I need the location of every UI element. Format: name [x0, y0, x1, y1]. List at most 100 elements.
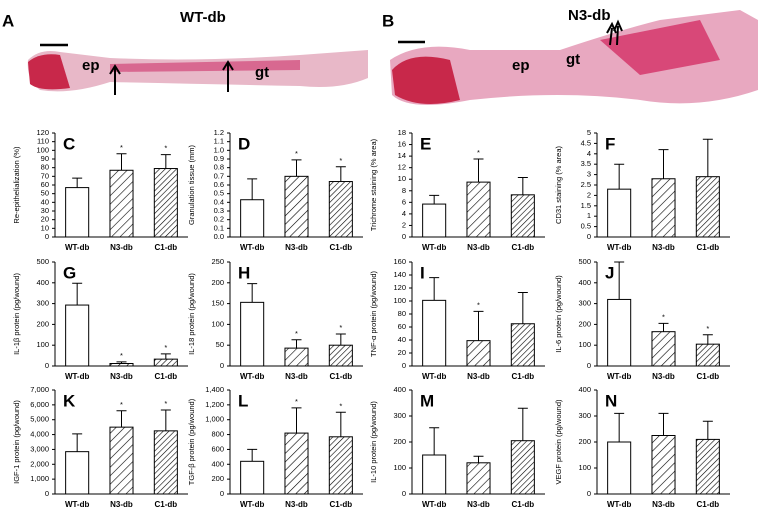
- significance-mark: *: [120, 400, 123, 409]
- x-tick-label: N3-db: [110, 500, 133, 509]
- y-tick-label: 7,000: [30, 385, 49, 394]
- error-bar: [247, 283, 258, 303]
- y-tick-label: 0.9: [214, 154, 224, 163]
- y-tick-label: 3,000: [30, 444, 49, 453]
- bar: [651, 331, 676, 367]
- bar: [607, 188, 632, 238]
- bar: [65, 304, 90, 367]
- error-bar: [291, 407, 302, 434]
- y-tick-label: 0: [45, 361, 49, 370]
- x-tick-label: WT-db: [607, 243, 632, 252]
- error-bar: [160, 353, 171, 360]
- error-bar: [658, 149, 669, 179]
- y-tick-label: 200: [211, 278, 224, 287]
- y-tick-label: 400: [578, 385, 591, 394]
- error-bar: [72, 177, 83, 188]
- bar: [240, 301, 265, 367]
- error-bar: [517, 407, 528, 441]
- y-axis-label: TNF-α protein (pg/wound): [369, 270, 378, 357]
- error-bar: [72, 282, 83, 306]
- bar: [328, 344, 353, 367]
- y-tick-label: 60: [398, 322, 406, 331]
- x-tick-label: N3-db: [467, 243, 490, 252]
- y-tick-label: 10: [41, 223, 49, 232]
- error-bar: [291, 339, 302, 349]
- y-tick-label: 40: [41, 197, 49, 206]
- y-tick-label: 16: [398, 140, 406, 149]
- y-tick-label: 100: [211, 319, 224, 328]
- image-label: ep: [82, 57, 100, 74]
- y-tick-label: 1,000: [30, 474, 49, 483]
- error-bar: [429, 194, 440, 205]
- y-tick-label: 90: [41, 154, 49, 163]
- panel-label: G: [63, 263, 76, 282]
- y-tick-label: 20: [398, 348, 406, 357]
- error-bar: [116, 361, 127, 364]
- panel-label: F: [605, 134, 615, 153]
- y-tick-label: 2: [587, 190, 591, 199]
- image-title: WT-db: [180, 9, 226, 26]
- image-label: ep: [512, 57, 530, 74]
- y-axis-label: VEGF protein (pg/wound): [554, 399, 563, 485]
- bar: [153, 358, 178, 367]
- y-tick-label: 12: [398, 163, 406, 172]
- y-tick-label: 200: [393, 437, 406, 446]
- y-tick-label: 100: [36, 145, 49, 154]
- y-tick-label: 250: [211, 257, 224, 266]
- error-bar: [116, 410, 127, 428]
- x-tick-label: N3-db: [467, 500, 490, 509]
- y-tick-label: 0.2: [214, 215, 224, 224]
- y-tick-label: 8: [402, 186, 406, 195]
- y-axis-label: IL-18 protein (pg/wound): [187, 273, 196, 355]
- significance-mark: *: [662, 312, 665, 321]
- y-tick-label: 0: [402, 361, 406, 370]
- x-tick-label: WT-db: [240, 243, 265, 252]
- y-tick-label: 0.8: [214, 163, 224, 172]
- bar: [466, 462, 491, 495]
- bar: [607, 441, 632, 495]
- panel-label: M: [420, 391, 434, 410]
- x-tick-label: WT-db: [422, 500, 447, 509]
- x-tick-label: WT-db: [65, 500, 90, 509]
- y-tick-label: 200: [36, 319, 49, 328]
- bar: [65, 451, 90, 495]
- y-axis-label: Trichrome staining (% area): [369, 138, 378, 231]
- y-tick-label: 0: [587, 361, 591, 370]
- y-tick-label: 1,000: [205, 415, 224, 424]
- y-tick-label: 500: [36, 257, 49, 266]
- y-tick-label: 200: [578, 319, 591, 328]
- y-tick-label: 0.7: [214, 171, 224, 180]
- y-tick-label: 0.5: [581, 222, 591, 231]
- panel-label: J: [605, 263, 614, 282]
- y-tick-label: 0: [220, 489, 224, 498]
- bar: [284, 175, 309, 238]
- y-tick-label: 50: [41, 189, 49, 198]
- y-tick-label: 120: [393, 283, 406, 292]
- error-bar: [702, 420, 713, 440]
- y-tick-label: 80: [398, 309, 406, 318]
- histology-b: B N3-db ep gt: [382, 7, 758, 105]
- image-title: N3-db: [568, 7, 611, 24]
- y-tick-label: 2,000: [30, 459, 49, 468]
- y-tick-label: 60: [41, 180, 49, 189]
- y-tick-label: 1.2: [214, 128, 224, 137]
- y-tick-label: 80: [41, 163, 49, 172]
- significance-mark: *: [120, 143, 123, 152]
- image-panel-label: B: [382, 11, 394, 30]
- y-tick-label: 0: [402, 489, 406, 498]
- y-tick-label: 600: [211, 444, 224, 453]
- image-label: gt: [566, 51, 580, 68]
- error-bar: [658, 322, 669, 332]
- bar: [510, 194, 535, 238]
- bar: [422, 203, 447, 238]
- bar: [284, 347, 309, 367]
- x-tick-label: N3-db: [285, 243, 308, 252]
- y-tick-label: 4.5: [581, 138, 591, 147]
- x-tick-label: C1-db: [511, 500, 534, 509]
- error-bar: [473, 158, 484, 183]
- y-tick-label: 0: [220, 361, 224, 370]
- y-tick-label: 150: [211, 299, 224, 308]
- x-tick-label: N3-db: [110, 372, 133, 381]
- x-tick-label: N3-db: [652, 243, 675, 252]
